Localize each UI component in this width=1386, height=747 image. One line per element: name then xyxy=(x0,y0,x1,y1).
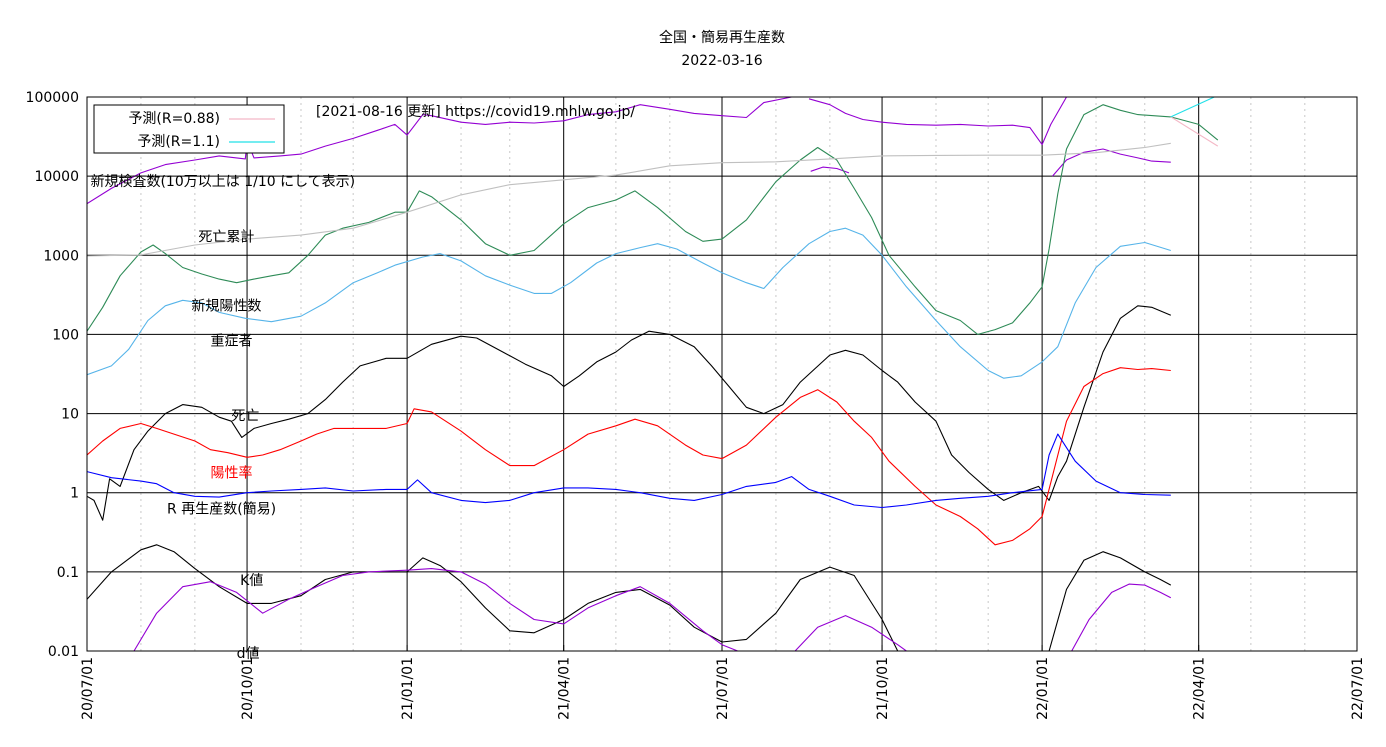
series-line-d xyxy=(1071,583,1172,651)
annotation-label: 死亡 xyxy=(231,408,259,424)
series-line-d xyxy=(794,615,907,651)
chart-title: 全国・簡易再生産数 xyxy=(659,29,785,46)
legend-label-forecast-r11: 予測(R=1.1) xyxy=(137,134,220,150)
x-tick-label: 22/04/01 xyxy=(1192,657,1208,720)
x-tick-label: 21/01/01 xyxy=(400,657,416,720)
series-line-R xyxy=(87,433,1171,509)
y-tick-label: 0.01 xyxy=(48,644,79,660)
series-line-severe xyxy=(87,227,1171,379)
y-tick-label: 10000 xyxy=(34,169,79,185)
series-line-tests xyxy=(808,97,1067,146)
annotation-label: K値 xyxy=(240,573,263,589)
series-layer xyxy=(87,97,1219,651)
annotation-label: 新規検査数(10万以上は 1/10 にして表示) xyxy=(90,174,355,190)
series-line-tests xyxy=(1052,148,1171,177)
y-tick-label: 0.1 xyxy=(57,565,79,581)
x-tick-label: 21/07/01 xyxy=(715,657,731,720)
annotations: 新規検査数(10万以上は 1/10 にして表示) 死亡累計新規陽性数重症者死亡陽性… xyxy=(90,174,355,662)
x-tick-label: 20/07/01 xyxy=(80,657,96,720)
axis-ticks: 20/07/01 20/10/01 21/01/01 21/04/01 21/07/01… xyxy=(26,90,1366,720)
series-line-K xyxy=(87,544,899,651)
annotation-label: 死亡累計 xyxy=(198,229,254,245)
x-tick-label: 20/10/01 xyxy=(240,657,256,720)
y-tick-label: 100000 xyxy=(26,90,79,106)
y-tick-label: 10 xyxy=(61,407,79,423)
x-tick-label: 22/07/01 xyxy=(1350,657,1366,720)
series-line-forecast_R088 xyxy=(1170,116,1219,147)
chart-subtitle: 2022-03-16 xyxy=(681,53,762,69)
series-line-d xyxy=(133,568,738,651)
series-line-positive xyxy=(87,104,1219,335)
series-line-K xyxy=(1048,551,1172,651)
annotation-label: 重症者 xyxy=(211,334,253,350)
series-line-deaths xyxy=(87,305,1172,521)
x-tick-label: 21/04/01 xyxy=(557,657,573,720)
x-tick-label: 21/10/01 xyxy=(875,657,891,720)
y-tick-label: 1 xyxy=(70,486,79,502)
annotation-label: d値 xyxy=(237,646,260,662)
update-note: [2021-08-16 更新] https://covid19.mhlw.go.… xyxy=(316,104,635,120)
legend: 予測(R=0.88) 予測(R=1.1) xyxy=(93,104,285,154)
series-line-positivity_rate xyxy=(87,367,1171,546)
annotation-label: 新規陽性数 xyxy=(191,299,261,315)
legend-label-forecast-r088: 予測(R=0.88) xyxy=(128,111,220,127)
series-line-forecast_R11 xyxy=(1170,97,1215,118)
x-tick-label: 22/01/01 xyxy=(1035,657,1051,720)
legend-box xyxy=(93,104,285,154)
annotation-label: R 再生産数(簡易) xyxy=(167,501,276,517)
series-line-cum_deaths xyxy=(87,142,1171,257)
y-tick-label: 100 xyxy=(52,327,79,343)
series-line-tests xyxy=(87,97,792,205)
series-group xyxy=(87,97,1219,651)
y-tick-label: 1000 xyxy=(43,248,79,264)
annotation-label: 陽性率 xyxy=(211,465,253,482)
